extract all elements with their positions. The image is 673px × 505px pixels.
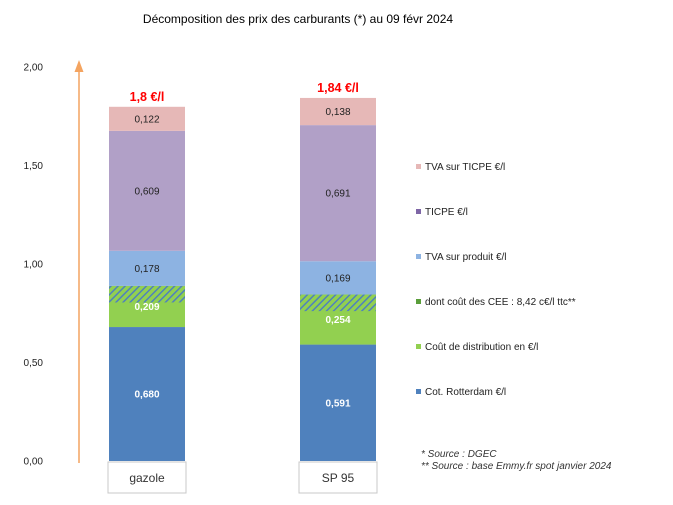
bar-segment-cee <box>300 294 376 312</box>
legend-swatch <box>416 254 421 259</box>
data-label: 0,122 <box>134 114 159 125</box>
bar-segment <box>300 261 376 295</box>
legend-label: TVA sur produit €/l <box>425 252 507 263</box>
x-tick-label: SP 95 <box>322 471 355 485</box>
data-label: 0,591 <box>325 398 350 409</box>
legend-label: Cot. Rotterdam €/l <box>425 387 506 398</box>
legend-swatch <box>416 299 421 304</box>
bar-segment <box>109 130 185 251</box>
legend-label: Coût de distribution en €/l <box>425 342 538 353</box>
data-label: 0,178 <box>134 264 159 275</box>
source-note: ** Source : base Emmy.fr spot janvier 20… <box>421 461 612 472</box>
bar-segment-cee <box>109 285 185 303</box>
y-tick-label: 0,00 <box>24 457 44 468</box>
data-label: 0,209 <box>134 302 159 313</box>
bar-segment <box>109 327 185 461</box>
bar-segment <box>109 106 185 131</box>
bar-segment <box>109 250 185 286</box>
bar-segment <box>300 344 376 461</box>
up-arrow <box>74 60 84 463</box>
data-label: 0,169 <box>325 273 350 284</box>
data-label: 0,691 <box>325 189 350 200</box>
legend-label: TVA sur TICPE €/l <box>425 162 505 173</box>
bar-segment <box>300 97 376 126</box>
data-label: 0,680 <box>134 390 159 401</box>
data-label: 0,138 <box>325 107 350 118</box>
legend-label: TICPE €/l <box>425 207 468 218</box>
data-label: 0,609 <box>134 186 159 197</box>
category-labels: gazole SP 95 <box>107 461 378 494</box>
legend-swatch <box>416 344 421 349</box>
legend-swatch <box>416 209 421 214</box>
y-axis: 0,00 0,50 1,00 1,50 2,00 <box>24 63 44 468</box>
source-notes: * Source : DGEC** Source : base Emmy.fr … <box>421 449 612 472</box>
data-label: 0,254 <box>325 315 350 326</box>
y-tick-label: 1,50 <box>24 161 44 172</box>
category-box <box>298 461 378 494</box>
bar-segment <box>300 125 376 262</box>
legend-swatch <box>416 164 421 169</box>
total-label: 1,84 €/l <box>317 81 359 95</box>
y-tick-label: 2,00 <box>24 63 44 74</box>
y-tick-label: 0,50 <box>24 358 44 369</box>
x-tick-label: gazole <box>129 471 165 485</box>
total-label: 1,8 €/l <box>130 90 165 104</box>
chart-title: Décomposition des prix des carburants (*… <box>143 12 453 26</box>
legend-swatch <box>416 389 421 394</box>
arrow-head <box>74 60 84 72</box>
category-box <box>107 461 187 494</box>
y-tick-label: 1,00 <box>24 260 44 271</box>
legend: TVA sur TICPE €/l TICPE €/l TVA sur produi… <box>416 162 576 398</box>
legend-label: dont coût des CEE : 8,42 c€/l ttc** <box>425 297 576 308</box>
bars: 0,680 0,209 0,178 0,609 0,122 1,8 €/l 0,591 0,2… <box>109 81 376 461</box>
source-note: * Source : DGEC <box>421 449 497 460</box>
